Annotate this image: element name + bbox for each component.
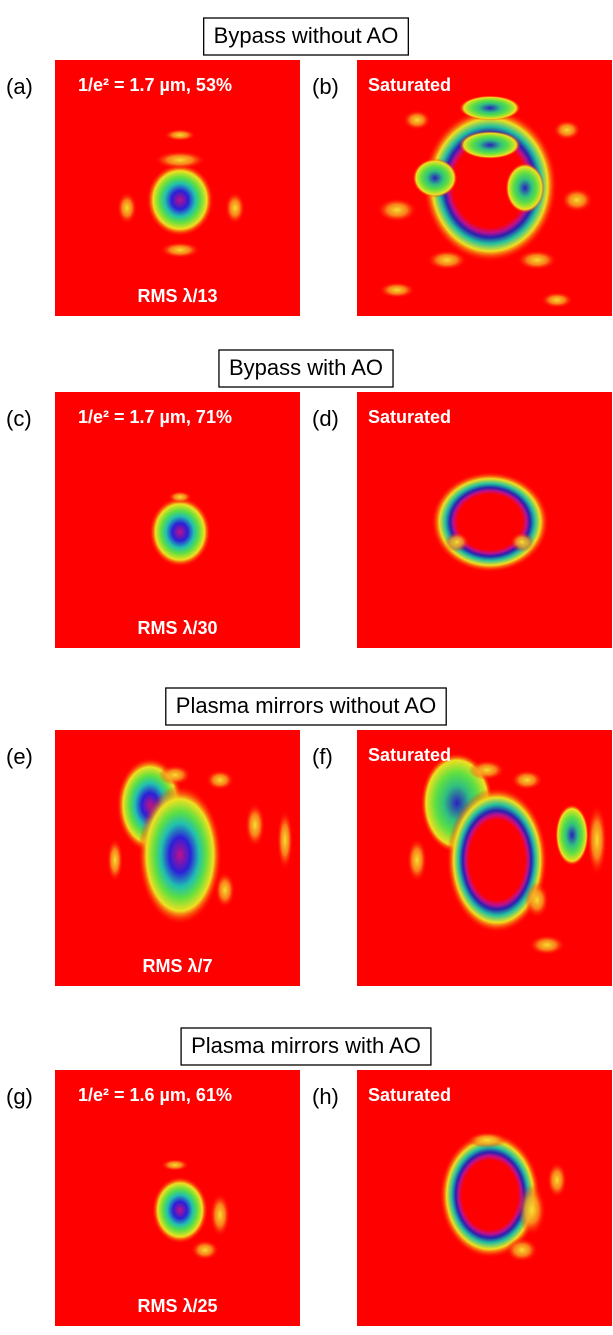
rms-annotation: RMS λ/13 — [137, 286, 217, 306]
intensity-lobe — [561, 188, 593, 212]
rms-annotation: RMS λ/7 — [142, 956, 212, 976]
intensity-lobe — [117, 192, 137, 224]
spot-annotation: Saturated — [368, 407, 451, 427]
intensity-lobe — [154, 151, 206, 169]
section-title: Bypass without AO — [214, 23, 399, 48]
panel-label: (f) — [312, 744, 333, 769]
intensity-lobe — [215, 872, 235, 908]
intensity-lobe — [529, 935, 565, 955]
intensity-lobe — [160, 242, 200, 258]
intensity-lobe — [161, 1159, 189, 1171]
intensity-lobe — [446, 787, 548, 933]
panel-label: (g) — [6, 1084, 33, 1109]
title-box — [203, 17, 409, 56]
rms-annotation: RMS λ/30 — [137, 618, 217, 638]
intensity-lobe — [459, 131, 521, 159]
panel-label: (b) — [312, 74, 339, 99]
intensity-lobe — [467, 1132, 507, 1148]
intensity-lobe — [245, 803, 265, 847]
intensity-lobe — [469, 760, 505, 780]
title-box — [218, 349, 394, 388]
intensity-lobe — [517, 250, 557, 270]
intensity-lobe — [403, 110, 431, 130]
spot-annotation: 1/e² = 1.7 µm, 71% — [78, 407, 232, 427]
section-title: Plasma mirrors without AO — [176, 693, 436, 718]
beam-image — [357, 60, 612, 316]
intensity-lobe — [431, 471, 549, 573]
intensity-lobe — [555, 804, 589, 866]
panel-label: (h) — [312, 1084, 339, 1109]
intensity-lobe — [541, 292, 573, 308]
intensity-lobe — [225, 192, 245, 224]
intensity-lobe — [525, 882, 549, 918]
beam-image — [357, 730, 612, 986]
beam-image — [357, 392, 612, 648]
intensity-lobe — [422, 108, 558, 262]
panel-label: (d) — [312, 406, 339, 431]
panel-label: (e) — [6, 744, 33, 769]
intensity-lobe — [518, 1184, 546, 1236]
beam-image — [55, 1070, 300, 1326]
intensity-lobe — [439, 1132, 541, 1258]
intensity-lobe — [506, 1238, 538, 1262]
intensity-lobe — [210, 1193, 230, 1237]
intensity-lobe — [412, 158, 458, 198]
intensity-lobe — [377, 198, 417, 222]
title-box — [165, 687, 447, 726]
section-title: Bypass with AO — [229, 355, 383, 380]
intensity-lobe — [407, 838, 427, 882]
beam-image — [55, 392, 300, 648]
intensity-lobe — [277, 810, 293, 870]
intensity-lobe — [146, 163, 214, 237]
rms-annotation: RMS λ/25 — [137, 1296, 217, 1316]
spot-annotation: Saturated — [368, 75, 451, 95]
intensity-lobe — [159, 765, 191, 785]
intensity-lobe — [427, 250, 467, 270]
intensity-lobe — [379, 282, 415, 298]
spot-annotation: 1/e² = 1.7 µm, 53% — [78, 75, 232, 95]
intensity-lobe — [553, 120, 581, 140]
intensity-lobe — [164, 129, 196, 141]
intensity-lobe — [510, 532, 534, 552]
intensity-lobe — [138, 785, 222, 925]
intensity-lobe — [107, 838, 123, 882]
intensity-lobe — [547, 1162, 567, 1198]
intensity-lobe — [511, 770, 543, 790]
intensity-lobe — [191, 1240, 219, 1260]
beam-image — [55, 730, 300, 986]
intensity-lobe — [459, 95, 521, 121]
spot-annotation: Saturated — [368, 1085, 451, 1105]
beam-image — [357, 1070, 612, 1326]
title-box — [180, 1027, 432, 1066]
spot-annotation: Saturated — [368, 745, 451, 765]
intensity-lobe — [168, 491, 192, 503]
beam-image — [55, 60, 300, 316]
panel-label: (c) — [6, 406, 32, 431]
section-title: Plasma mirrors with AO — [191, 1033, 421, 1058]
intensity-lobe — [206, 770, 234, 790]
intensity-lobe — [587, 804, 607, 876]
panel-label: (a) — [6, 74, 33, 99]
intensity-lobe — [152, 1176, 208, 1244]
intensity-lobe — [505, 162, 545, 214]
intensity-lobe — [149, 497, 211, 567]
spot-annotation: 1/e² = 1.6 µm, 61% — [78, 1085, 232, 1105]
intensity-lobe — [445, 532, 469, 552]
